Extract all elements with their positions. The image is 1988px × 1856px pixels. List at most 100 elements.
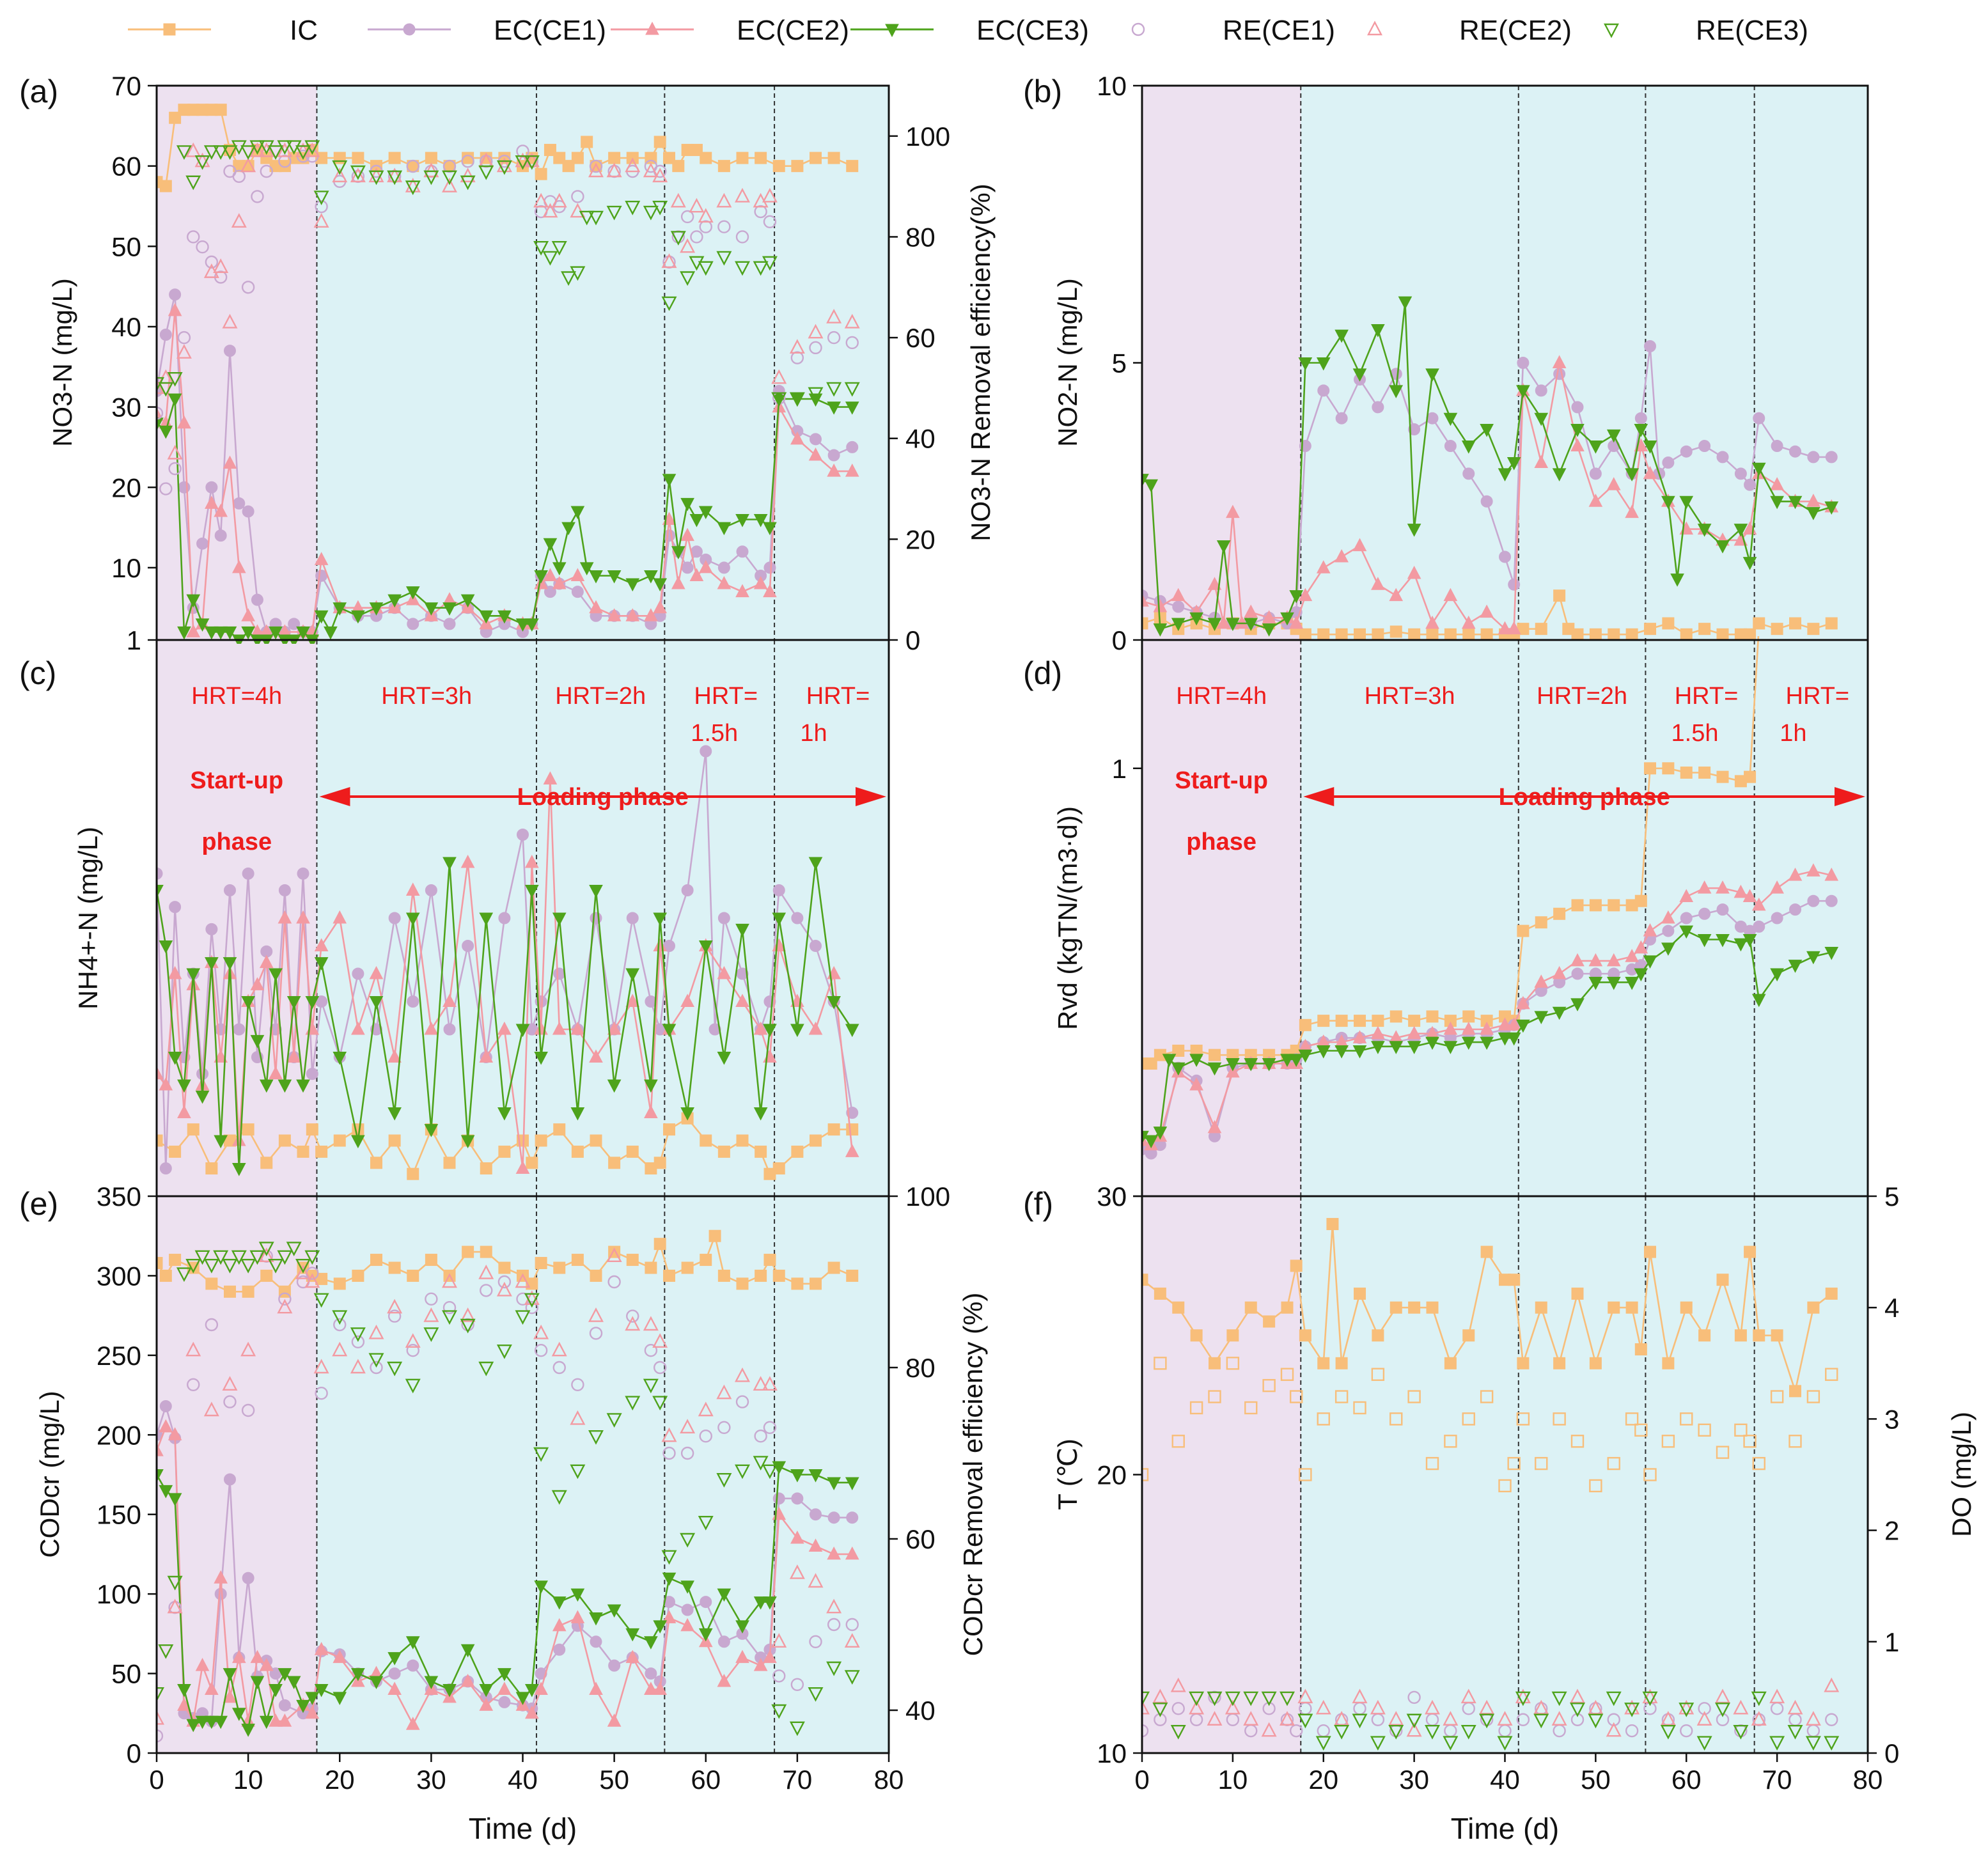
- data-point: [1299, 1018, 1311, 1031]
- data-point: [644, 1636, 658, 1649]
- data-point: [442, 602, 457, 616]
- data-point: [1298, 357, 1313, 371]
- data-point: [1734, 938, 1748, 952]
- data-point: [753, 1596, 768, 1610]
- data-point: [250, 1649, 265, 1664]
- e-x-tick-label: 10: [233, 1765, 263, 1795]
- data-point: [625, 994, 640, 1007]
- data-point: [1406, 1722, 1422, 1737]
- data-point: [1534, 974, 1549, 988]
- data-point: [187, 1378, 200, 1392]
- data-point: [185, 1341, 201, 1357]
- data-point: [423, 1327, 439, 1342]
- data-point: [1588, 494, 1603, 507]
- legend: IC EC(CE1) EC(CE2) EC(CE3) RE(CE1) RE(CE2) RE(…: [128, 15, 1808, 46]
- data-point: [680, 1532, 696, 1548]
- data-point: [552, 562, 567, 575]
- data-point: [763, 522, 777, 536]
- data-point: [1389, 625, 1402, 638]
- data-point: [735, 230, 749, 244]
- data-point: [1642, 1688, 1658, 1704]
- data-point: [159, 482, 173, 495]
- data-point: [169, 111, 182, 124]
- data-point: [753, 514, 768, 527]
- data-point: [1244, 1301, 1257, 1314]
- data-point: [1570, 1703, 1585, 1717]
- data-point: [423, 162, 439, 178]
- data-point: [157, 1729, 164, 1743]
- data-point: [1753, 617, 1765, 630]
- data-point: [1244, 604, 1258, 618]
- data-point: [700, 1596, 712, 1609]
- data-point: [442, 994, 457, 1007]
- data-point: [1443, 412, 1458, 426]
- data-point: [1535, 1301, 1547, 1314]
- data-point: [1734, 1329, 1747, 1342]
- loading-arrow-head-left: [1303, 787, 1334, 806]
- data-point: [258, 142, 274, 157]
- data-point: [224, 1285, 236, 1298]
- data-point: [368, 1324, 384, 1339]
- data-point: [1770, 968, 1784, 982]
- data-point: [846, 1269, 859, 1282]
- data-point: [1634, 968, 1648, 982]
- data-point: [223, 455, 237, 469]
- data-point: [534, 570, 548, 584]
- data-point: [1570, 438, 1585, 452]
- data-point: [1624, 1699, 1640, 1715]
- data-point: [551, 1490, 567, 1505]
- data-point: [214, 626, 228, 640]
- data-point: [1824, 1736, 1840, 1751]
- data-point: [240, 157, 256, 173]
- e-x-tick-label: 60: [691, 1765, 721, 1795]
- data-point: [1517, 1357, 1530, 1369]
- e-y-tick-label: 250: [97, 1341, 141, 1371]
- data-point: [1389, 1301, 1402, 1314]
- legend-marker: [885, 24, 899, 38]
- data-point: [1352, 1688, 1368, 1704]
- data-point: [462, 1245, 474, 1258]
- data-point: [661, 253, 677, 269]
- data-point: [1742, 557, 1757, 570]
- data-point: [810, 1508, 822, 1521]
- data-point: [186, 968, 201, 982]
- data-point: [1354, 1015, 1366, 1027]
- legend-label: RE(CE1): [1223, 15, 1335, 46]
- data-point: [185, 175, 201, 191]
- data-point: [1371, 1041, 1385, 1054]
- data-point: [542, 251, 558, 266]
- data-point: [1499, 550, 1511, 563]
- data-point: [653, 1620, 668, 1634]
- data-point: [241, 608, 255, 621]
- data-point: [157, 867, 163, 880]
- data-point: [716, 251, 732, 266]
- data-point: [735, 1395, 749, 1408]
- data-point: [1824, 1677, 1840, 1692]
- data-point: [810, 433, 822, 446]
- data-point: [552, 1618, 567, 1632]
- data-point: [1698, 1423, 1711, 1437]
- data-point: [194, 155, 210, 170]
- data-point: [442, 857, 457, 871]
- data-point: [661, 296, 677, 311]
- data-point: [406, 1343, 419, 1357]
- data-point: [1389, 1412, 1403, 1426]
- data-point: [223, 1395, 237, 1408]
- data-point: [1389, 588, 1404, 602]
- data-point: [240, 1341, 256, 1357]
- data-point: [717, 220, 731, 233]
- data-point: [222, 1258, 238, 1274]
- data-point: [1354, 628, 1366, 641]
- data-point: [826, 308, 842, 324]
- loading-phase-bg: [1301, 86, 1868, 640]
- data-point: [1426, 628, 1439, 641]
- data-point: [698, 1515, 714, 1531]
- data-point: [681, 1261, 694, 1274]
- data-point: [278, 910, 292, 924]
- data-point: [497, 1275, 512, 1289]
- data-point: [1751, 897, 1766, 911]
- data-point: [680, 1446, 694, 1460]
- data-point: [1388, 1724, 1404, 1740]
- data-point: [772, 1162, 785, 1174]
- data-point: [1280, 1711, 1295, 1726]
